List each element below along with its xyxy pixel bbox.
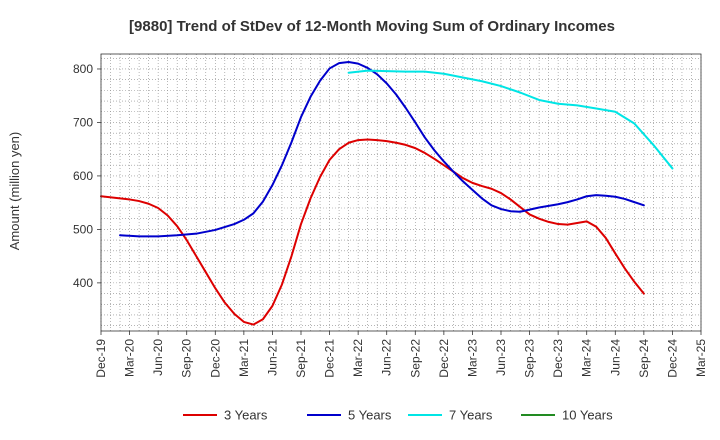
x-tick-label: Sep-23 (523, 339, 537, 378)
x-tick-label: Dec-23 (551, 339, 565, 378)
chart-title: [9880] Trend of StDev of 12-Month Moving… (129, 18, 615, 35)
x-tick-label: Mar-23 (465, 339, 479, 377)
legend-label: 3 Years (224, 408, 268, 423)
legend-item-1: 3 Years (183, 408, 268, 423)
legend-label: 7 Years (449, 408, 493, 423)
x-tick-label: Jun-20 (151, 339, 165, 376)
y-axis-label: Amount (million yen) (7, 132, 22, 251)
x-tick-label: Dec-24 (665, 339, 679, 378)
legend-label: 10 Years (562, 408, 613, 423)
x-tick-label: Mar-21 (237, 339, 251, 377)
y-tick-label: 800 (73, 62, 93, 76)
x-tick-label: Dec-20 (208, 339, 222, 378)
x-tick-label: Jun-21 (265, 339, 279, 376)
series-line-3 (347, 69, 674, 170)
series-layer (100, 61, 674, 326)
x-tick-label: Jun-24 (608, 339, 622, 376)
series-line-1 (100, 138, 645, 326)
x-axis-ticks: Dec-19 Mar-20 Jun-20 Sep-20 Dec-20 Mar-21 Jun-… (94, 331, 708, 378)
legend-label: 5 Years (348, 408, 392, 423)
x-tick-label: Dec-21 (323, 339, 337, 378)
y-tick-label: 400 (73, 276, 93, 290)
x-tick-label: Sep-22 (408, 339, 422, 378)
x-tick-label: Jun-22 (380, 339, 394, 376)
x-tick-label: Jun-23 (494, 339, 508, 376)
legend-item-3: 7 Years (408, 408, 493, 423)
x-tick-label: Dec-19 (94, 339, 108, 378)
series-line-2 (119, 61, 645, 238)
x-tick-label: Mar-20 (123, 339, 137, 377)
y-tick-label: 600 (73, 169, 93, 183)
x-tick-label: Sep-21 (294, 339, 308, 378)
x-tick-label: Dec-22 (437, 339, 451, 378)
y-axis-ticks: 400 500 600 700 800 (73, 62, 101, 290)
plot-area (101, 54, 701, 331)
x-tick-label: Mar-25 (694, 339, 708, 377)
x-tick-label: Sep-24 (637, 339, 651, 378)
x-tick-label: Sep-20 (180, 339, 194, 378)
x-tick-label: Mar-24 (580, 339, 594, 377)
y-tick-label: 500 (73, 222, 93, 236)
legend: 3 Years 5 Years 7 Years 10 Years (183, 408, 613, 423)
x-tick-label: Mar-22 (351, 339, 365, 377)
y-tick-label: 700 (73, 115, 93, 129)
grid-lines (100, 54, 702, 331)
plot-border (100, 53, 702, 332)
legend-item-2: 5 Years (307, 408, 392, 423)
legend-item-4: 10 Years (521, 408, 613, 423)
